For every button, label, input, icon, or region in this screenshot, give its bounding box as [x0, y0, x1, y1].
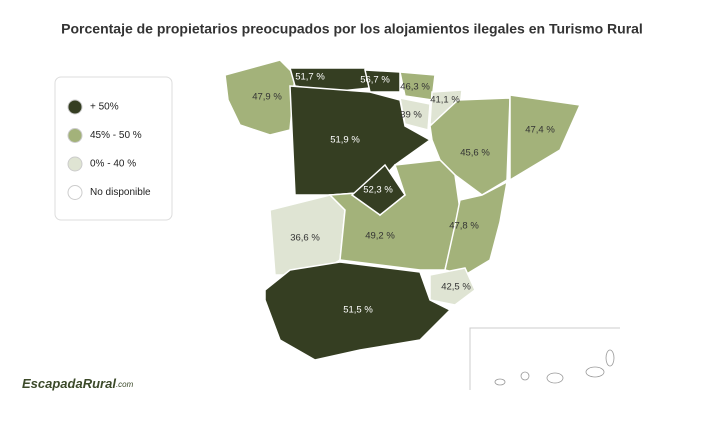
region-label: 47,9 % — [252, 92, 282, 103]
region-label: 51,7 % — [295, 72, 325, 83]
region-cataluna — [509, 94, 582, 182]
canarias-islands — [494, 349, 615, 386]
region-pais-vasco — [364, 69, 401, 93]
region-valencia — [444, 180, 509, 276]
region-label: 42,5 % — [441, 282, 471, 293]
legend-label: No disponible — [90, 187, 151, 198]
region-andalucia — [264, 261, 452, 361]
logo: EscapadaRural.com — [22, 376, 134, 391]
canarias-inset — [469, 327, 620, 390]
legend-swatch — [67, 99, 83, 115]
region-label: 45,6 % — [460, 148, 490, 159]
logo-suffix: .com — [116, 380, 134, 389]
region-label: 52,3 % — [363, 185, 393, 196]
region-label: 51,5 % — [343, 305, 373, 316]
region-label: 46,3 % — [400, 82, 430, 93]
region-label: 49,2 % — [365, 231, 395, 242]
legend-label: 45% - 50 % — [90, 130, 142, 141]
region-galicia — [224, 59, 296, 136]
region-label: 47,8 % — [449, 221, 479, 232]
region-murcia — [429, 267, 476, 306]
region-label: 41,1 % — [430, 95, 460, 106]
legend-swatch — [67, 128, 83, 143]
region-label: 47,4 % — [525, 125, 555, 136]
legend-box — [54, 76, 173, 221]
legend-swatch — [67, 156, 83, 172]
logo-name: EscapadaRural — [22, 376, 116, 391]
region-label: 56,7 % — [360, 75, 390, 86]
region-label: 51,9 % — [330, 135, 360, 146]
title: Porcentaje de propietarios preocupados p… — [61, 21, 643, 37]
region-label: 39 % — [400, 110, 422, 121]
legend-label: + 50% — [90, 102, 119, 113]
legend-label: 0% - 40 % — [90, 159, 136, 170]
region-label: 36,6 % — [290, 233, 320, 244]
region-madrid — [350, 163, 407, 216]
legend-swatch — [67, 185, 83, 200]
